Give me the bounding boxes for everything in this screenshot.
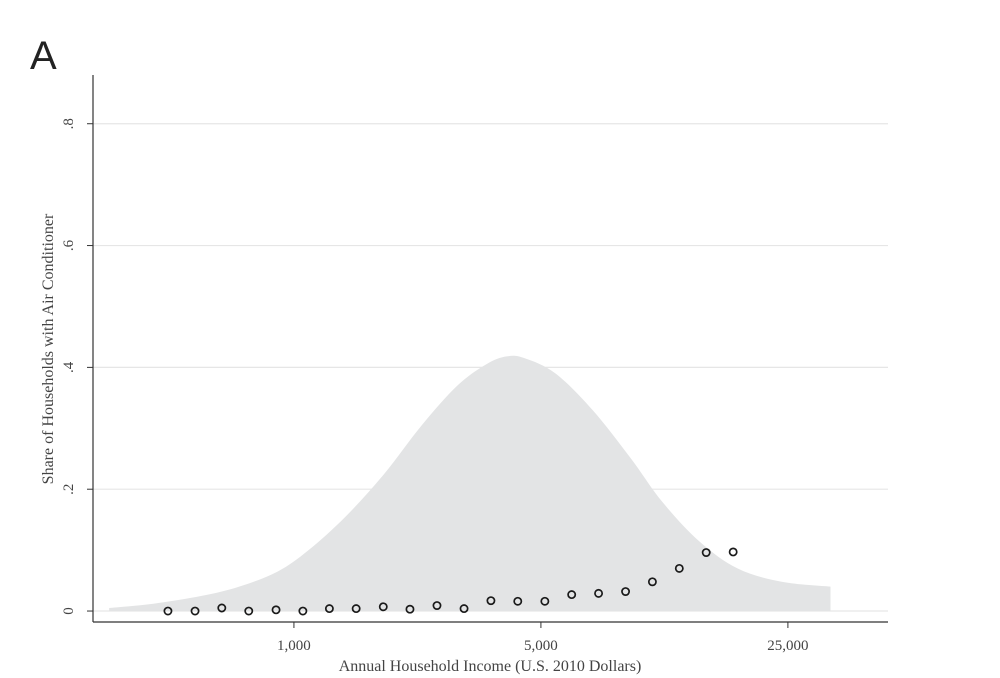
x-tick-label: 25,000 <box>767 638 808 654</box>
data-point <box>378 602 388 612</box>
y-tick-label: 0 <box>61 607 77 615</box>
y-axis-title: Share of Households with Air Conditioner <box>40 213 57 484</box>
data-point <box>674 563 684 573</box>
data-point <box>405 604 415 614</box>
data-point <box>190 606 200 616</box>
x-tick-label: 1,000 <box>277 638 311 654</box>
data-point <box>621 587 631 596</box>
x-axis-title: Annual Household Income (U.S. 2010 Dolla… <box>339 658 642 675</box>
panel-label: A <box>30 34 57 78</box>
data-point <box>513 596 523 606</box>
data-point <box>351 604 361 614</box>
data-point <box>298 606 308 616</box>
data-point <box>701 548 711 558</box>
data-point <box>486 596 496 606</box>
data-points <box>163 547 738 616</box>
y-tick-label: .4 <box>61 361 77 373</box>
data-point <box>459 604 469 614</box>
density-area-group <box>109 355 831 612</box>
data-point <box>432 601 442 611</box>
data-point <box>647 577 657 587</box>
data-point <box>728 547 738 557</box>
data-point <box>217 603 227 613</box>
axes <box>87 75 888 628</box>
data-point <box>594 588 604 598</box>
data-point <box>271 605 281 615</box>
density-area <box>109 355 831 612</box>
data-point <box>163 606 173 616</box>
data-point <box>244 606 254 616</box>
y-tick-label: .6 <box>61 239 77 251</box>
y-tick-label: .2 <box>61 484 77 495</box>
data-point <box>540 596 550 606</box>
data-point <box>324 604 334 614</box>
tick-labels: 0 .2 .4 .6 .8 1,000 5,000 25,000 <box>61 118 809 654</box>
x-tick-label: 5,000 <box>524 638 558 654</box>
y-tick-label: .8 <box>61 118 77 129</box>
data-point <box>567 590 577 600</box>
